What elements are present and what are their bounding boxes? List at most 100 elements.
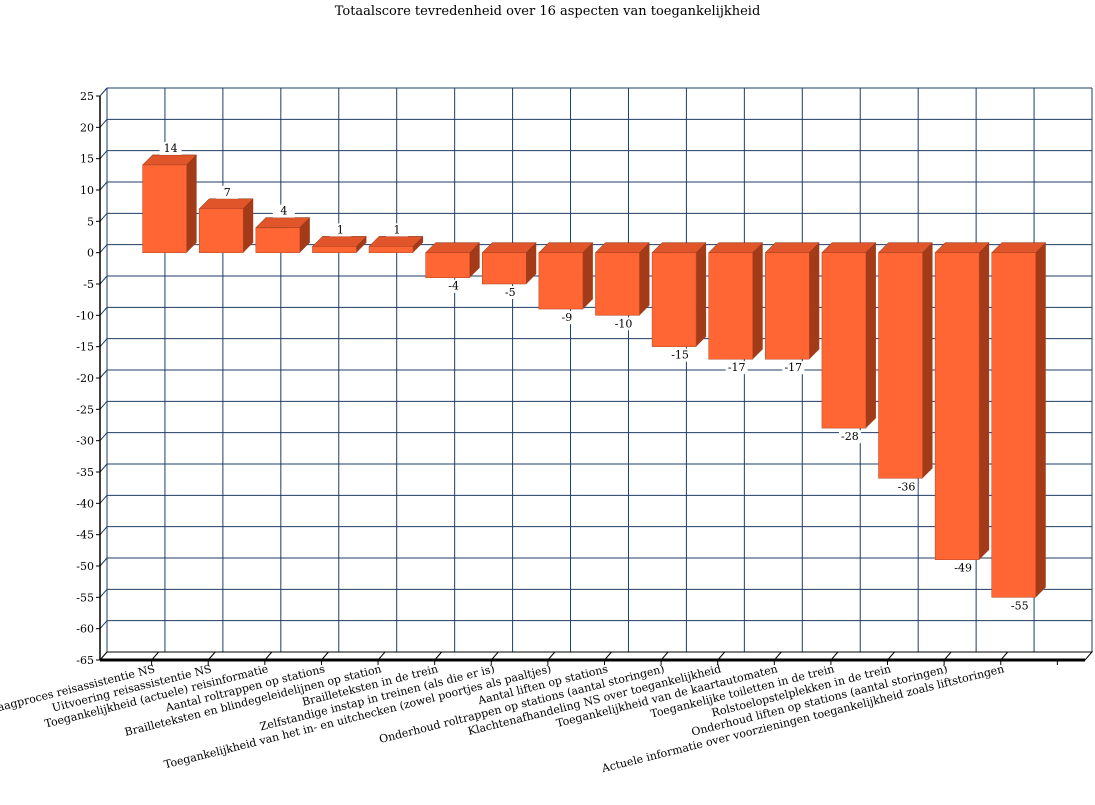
y-tick-label: -35 xyxy=(76,466,94,479)
x-tick-depth xyxy=(151,651,159,661)
bar-side xyxy=(356,236,367,253)
bar xyxy=(538,252,584,310)
y-tick-label: -15 xyxy=(76,341,94,354)
bar xyxy=(482,252,527,285)
data-label: -55 xyxy=(1011,599,1029,612)
gridline-depth xyxy=(99,213,108,222)
data-label: -17 xyxy=(728,361,746,374)
bar-side xyxy=(469,242,480,278)
x-tick-depth xyxy=(434,651,443,661)
data-label-bg xyxy=(838,430,861,444)
gridline-depth xyxy=(99,432,108,441)
y-tick-label: -20 xyxy=(76,372,94,385)
data-label: 1 xyxy=(394,223,401,236)
data-label-bg xyxy=(725,361,748,375)
y-tick-label: -25 xyxy=(76,403,94,416)
bar-side xyxy=(413,236,424,253)
y-tick-label: -45 xyxy=(76,529,94,542)
bar xyxy=(991,252,1036,598)
x-tick-depth xyxy=(264,651,273,661)
y-tick-label: -30 xyxy=(76,435,94,448)
data-label: -49 xyxy=(954,562,972,575)
data-label: -17 xyxy=(784,361,802,374)
bar xyxy=(312,246,357,253)
data-label-bg xyxy=(782,361,805,375)
data-label: -4 xyxy=(448,280,459,293)
bar-side xyxy=(752,242,763,360)
data-label: -10 xyxy=(615,317,633,330)
bar xyxy=(368,246,414,253)
x-tick-depth xyxy=(660,651,669,661)
bar-side xyxy=(979,242,990,560)
y-tick-label: 10 xyxy=(80,184,94,197)
bar xyxy=(255,227,301,253)
gridline-depth xyxy=(99,181,108,191)
x-tick-depth xyxy=(207,651,216,661)
gridline-depth xyxy=(99,401,108,410)
x-tick-depth xyxy=(1000,651,1009,661)
gridline-depth xyxy=(99,463,108,473)
bar-side xyxy=(865,242,876,429)
data-label-bg xyxy=(442,279,465,293)
bar-side xyxy=(809,242,820,360)
bar xyxy=(595,252,640,316)
x-tick-depth xyxy=(887,651,895,661)
data-label: -36 xyxy=(898,480,916,493)
data-label: -5 xyxy=(505,286,516,299)
y-tick-label: 20 xyxy=(80,121,94,134)
gridline-depth xyxy=(99,589,108,598)
x-tick-depth xyxy=(490,651,499,661)
bar xyxy=(425,252,470,278)
gridline-depth xyxy=(99,338,108,347)
x-tick-depth xyxy=(377,651,386,661)
x-tick-depth xyxy=(321,651,329,661)
y-tick-label: -50 xyxy=(76,560,94,573)
data-label-bg xyxy=(612,317,635,331)
bar-side xyxy=(526,242,537,284)
data-label: 7 xyxy=(224,186,231,199)
bar-side xyxy=(922,242,933,479)
y-tick-label: -10 xyxy=(76,309,94,322)
data-label: 14 xyxy=(164,142,178,155)
data-label-bg xyxy=(272,204,295,218)
gridline-depth xyxy=(99,526,108,535)
data-label-bg xyxy=(895,480,918,494)
y-tick-label: 0 xyxy=(87,247,94,260)
y-tick-label: -65 xyxy=(76,654,94,667)
y-tick-label: -55 xyxy=(76,591,94,604)
y-tick-label: -60 xyxy=(76,623,94,636)
gridline-depth xyxy=(99,307,108,316)
bar-side xyxy=(243,198,254,253)
data-label: -28 xyxy=(841,430,859,443)
data-label-bg xyxy=(329,223,352,237)
y-tick-label: 25 xyxy=(80,90,94,103)
bar xyxy=(821,252,867,429)
data-label: -9 xyxy=(562,311,573,324)
data-label: -15 xyxy=(671,349,689,362)
bar xyxy=(198,208,244,253)
bar-side xyxy=(696,242,707,347)
gridline-depth xyxy=(99,244,108,253)
gridline-depth xyxy=(99,620,108,629)
data-label: 1 xyxy=(337,223,344,236)
bar-side xyxy=(582,242,593,310)
y-tick-label: 15 xyxy=(80,153,94,166)
y-tick-label: -5 xyxy=(83,278,94,291)
data-label-bg xyxy=(386,223,409,237)
data-label-bg xyxy=(159,141,182,155)
gridline-depth xyxy=(99,275,108,285)
x-tick-depth xyxy=(547,651,556,661)
y-tick-label: -40 xyxy=(76,497,94,510)
bar xyxy=(142,164,187,253)
data-label: 4 xyxy=(280,205,287,218)
data-label-bg xyxy=(952,561,975,575)
gridline-depth xyxy=(99,495,108,504)
x-tick-depth xyxy=(943,651,952,661)
bar xyxy=(765,252,810,360)
bar-side xyxy=(186,154,197,253)
data-label-bg xyxy=(499,286,522,299)
bar xyxy=(651,252,697,347)
x-tick-depth xyxy=(717,651,726,661)
